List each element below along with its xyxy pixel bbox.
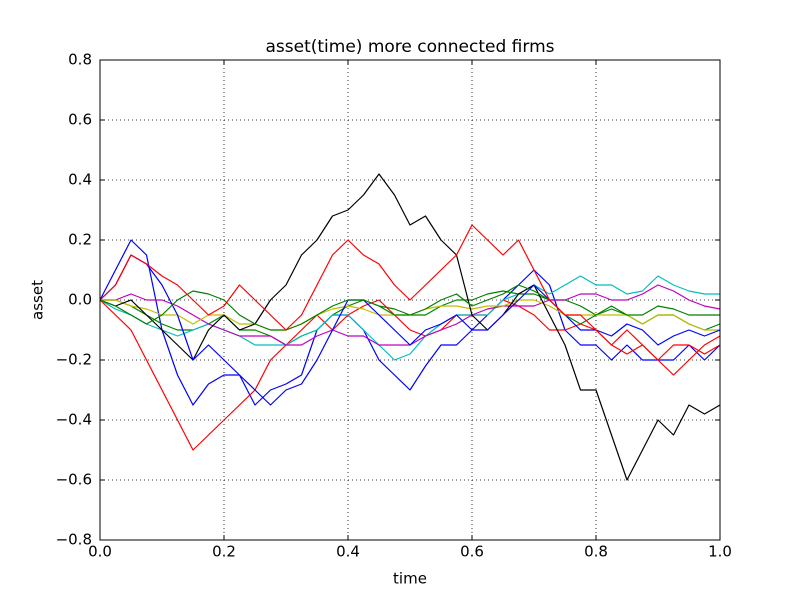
y-tick-label: 0.8 <box>68 51 92 69</box>
series-line <box>99 239 721 406</box>
y-axis-label: asset <box>29 280 47 320</box>
series-line <box>99 173 721 481</box>
y-tick-label: −0.4 <box>56 411 92 429</box>
y-tick-label: 0.2 <box>68 231 92 249</box>
series-line <box>99 299 721 451</box>
x-tick-label: 0.0 <box>88 543 112 561</box>
y-tick-label: −0.8 <box>56 531 92 549</box>
y-tick-label: 0.0 <box>68 291 92 309</box>
y-tick-label: −0.6 <box>56 471 92 489</box>
series-line <box>99 275 720 361</box>
chart-title: asset(time) more connected firms <box>265 37 554 57</box>
series-line <box>99 284 720 331</box>
x-axis-label: time <box>393 570 427 588</box>
x-tick-label: 0.8 <box>584 543 608 561</box>
y-tick-label: −0.2 <box>56 351 92 369</box>
series-line <box>99 254 721 406</box>
x-tick-label: 0.4 <box>336 543 360 561</box>
x-tick-label: 1.0 <box>708 543 732 561</box>
x-tick-label: 0.2 <box>212 543 236 561</box>
x-tick-label: 0.6 <box>460 543 484 561</box>
y-tick-label: 0.6 <box>68 111 92 129</box>
plot-frame <box>99 59 721 541</box>
series-line <box>99 224 721 361</box>
y-tick-label: 0.4 <box>68 171 92 189</box>
